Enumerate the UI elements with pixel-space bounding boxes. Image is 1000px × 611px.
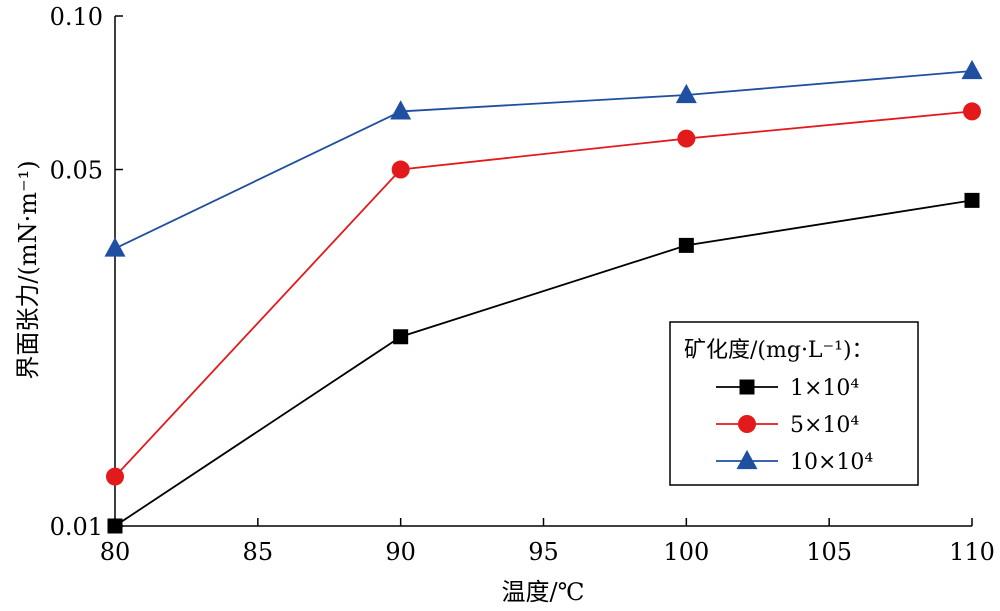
legend-swatch-marker — [738, 415, 756, 433]
x-tick-label: 95 — [528, 538, 559, 566]
tick-marks: 80 85 90 95 100 105 110 0.01 0.05 0.10 — [50, 3, 995, 566]
series-layer — [104, 59, 983, 534]
data-point-marker — [104, 237, 126, 257]
legend-entry: 1×10⁴ — [716, 376, 859, 401]
data-point-marker — [677, 129, 696, 148]
data-point-marker — [107, 518, 123, 534]
series-2 — [106, 102, 981, 486]
legend-label: 5×10⁴ — [790, 413, 859, 438]
data-point-marker — [675, 83, 697, 104]
data-point-marker — [391, 160, 410, 179]
x-tick-label: 80 — [100, 538, 131, 566]
series-line — [114, 199, 973, 527]
x-tick-label: 105 — [806, 538, 852, 566]
series-line — [114, 70, 973, 250]
legend-entries: 1×10⁴ 5×10⁴ 10×10⁴ — [716, 376, 873, 475]
data-point-marker — [390, 100, 412, 120]
legend-label: 10×10⁴ — [790, 450, 873, 475]
x-tick-label: 100 — [663, 538, 709, 566]
y-tick-label: 0.10 — [50, 3, 103, 31]
legend-box — [669, 321, 919, 486]
data-point-marker — [964, 192, 980, 208]
data-point-marker — [963, 102, 981, 121]
legend-swatch-marker — [739, 379, 755, 395]
series-3 — [104, 59, 983, 257]
legend-entry: 5×10⁴ — [716, 413, 859, 438]
series-1 — [107, 192, 980, 534]
legend-swatch-marker — [736, 449, 758, 470]
legend-title: 矿化度/(mg·L⁻¹)： — [684, 338, 874, 363]
series-line — [114, 110, 973, 478]
y-tick-label: 0.01 — [50, 513, 103, 541]
legend-entry: 10×10⁴ — [716, 449, 873, 475]
x-tick-label: 85 — [243, 538, 274, 566]
y-tick-label: 0.05 — [50, 157, 103, 185]
legend-label: 1×10⁴ — [790, 376, 859, 401]
x-tick-label: 110 — [949, 538, 995, 566]
legend: 矿化度/(mg·L⁻¹)： 1×10⁴ 5×10⁴ 10×10⁴ — [669, 321, 919, 486]
data-point-marker — [961, 59, 983, 80]
data-point-marker — [106, 467, 124, 486]
y-axis-title: 界面张力/(mN·m⁻¹) — [14, 160, 42, 379]
data-point-marker — [678, 237, 694, 253]
x-tick-label: 90 — [385, 538, 416, 566]
x-axis-title: 温度/℃ — [502, 578, 585, 606]
data-point-marker — [393, 329, 409, 345]
